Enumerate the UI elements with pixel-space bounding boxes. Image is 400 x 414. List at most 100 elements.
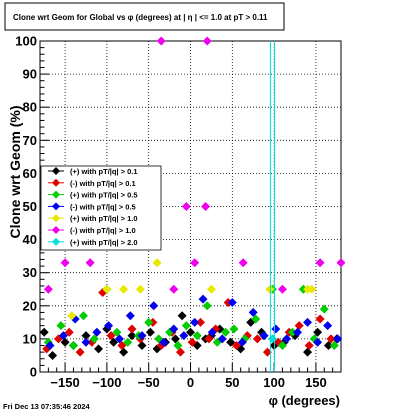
data-point (119, 347, 129, 357)
data-point (112, 327, 122, 337)
x-tick-label: −50 (138, 375, 160, 390)
title-box (4, 2, 285, 31)
data-point (333, 334, 343, 344)
data-point (109, 337, 119, 347)
data-point (186, 327, 195, 337)
y-tick-label: 90 (23, 67, 37, 82)
y-tick-label: 10 (23, 331, 37, 346)
legend-label: (+) with pT/|q| > 2.0 (70, 238, 138, 247)
legend-label: (+) with pT/|q| > 0.1 (70, 167, 138, 176)
data-point (92, 327, 102, 337)
data-point (137, 331, 147, 341)
data-point (252, 334, 262, 344)
data-point (190, 258, 200, 268)
data-point (206, 284, 216, 294)
data-point (169, 324, 179, 334)
legend-marker (52, 190, 60, 199)
data-point (181, 321, 191, 331)
data-point (202, 301, 212, 311)
data-point (326, 334, 336, 344)
data-point (43, 284, 53, 294)
data-point (175, 347, 185, 357)
data-point (173, 341, 183, 351)
data-point (237, 337, 247, 347)
data-point (238, 258, 248, 268)
x-tick-label: 50 (225, 375, 239, 390)
axes: −150 −100 −50 0 50 100 150 0 10 20 30 40 50 60 70 80 90 1… (15, 34, 342, 390)
data-point (152, 258, 162, 268)
data-point (277, 341, 287, 351)
legend-label: (-) with pT/|q| > 1.0 (70, 226, 136, 235)
data-point (304, 341, 314, 351)
y-tick-label: 40 (23, 232, 37, 247)
data-point (145, 327, 155, 337)
data-point (192, 331, 202, 341)
data-point (81, 337, 91, 347)
data-point (201, 202, 211, 211)
data-points (39, 36, 346, 372)
data-point (45, 341, 55, 351)
data-point (336, 258, 346, 268)
data-point (94, 344, 104, 354)
data-point (106, 331, 116, 341)
data-point (58, 331, 68, 341)
data-point (265, 284, 275, 294)
data-point (75, 347, 85, 357)
data-point (227, 297, 237, 307)
data-point (288, 327, 298, 337)
data-point (156, 36, 166, 46)
data-point (293, 327, 303, 337)
data-point (169, 284, 179, 294)
data-point (231, 341, 241, 351)
data-point (117, 341, 127, 351)
data-point (294, 321, 304, 331)
data-point (127, 331, 137, 341)
data-point (248, 307, 258, 317)
y-tick-label: 70 (23, 133, 37, 148)
data-point (104, 321, 114, 331)
data-point (187, 337, 197, 347)
y-tick-label: 50 (23, 199, 37, 214)
data-point (307, 284, 317, 294)
timestamp: Fri Dec 13 07:35:46 2024 (3, 402, 91, 411)
data-point (313, 337, 323, 347)
data-point (181, 202, 191, 211)
data-point (89, 334, 99, 344)
data-point (315, 258, 325, 268)
data-point (39, 327, 49, 337)
data-point (123, 337, 133, 347)
data-point (329, 341, 339, 351)
legend-label: (+) with pT/|q| > 0.5 (70, 191, 138, 200)
data-point (159, 337, 169, 347)
data-point (190, 317, 200, 327)
data-point (179, 331, 189, 341)
y-tick-label: 20 (23, 298, 37, 313)
data-point (319, 304, 329, 314)
data-point (64, 327, 74, 337)
data-point (137, 341, 147, 351)
chart-title: Clone wrt Geom for Global vs φ (degrees)… (13, 13, 268, 22)
x-tick-label: 100 (263, 375, 285, 390)
y-tick-label: 80 (23, 100, 37, 115)
data-point (177, 311, 187, 321)
data-point (303, 317, 313, 327)
legend-marker (52, 202, 60, 211)
data-point (271, 324, 281, 334)
data-point (102, 284, 112, 294)
x-axis-label: φ (degrees) (269, 393, 340, 408)
data-point (262, 347, 272, 357)
legend: (+) with pT/|q| > 0.1 (-) with pT/|q| > 0… (40, 165, 162, 251)
data-point (68, 341, 78, 351)
data-point (56, 321, 66, 331)
legend-marker (52, 237, 60, 246)
data-point (229, 324, 239, 334)
data-point (196, 317, 206, 327)
y-tick-label: 100 (15, 34, 37, 49)
data-point (282, 334, 292, 344)
data-point (267, 334, 277, 344)
data-point (313, 327, 323, 337)
data-point (144, 317, 154, 327)
data-point (207, 327, 217, 337)
data-point (125, 311, 135, 321)
legend-label: (-) with pT/|q| > 0.1 (70, 179, 136, 188)
